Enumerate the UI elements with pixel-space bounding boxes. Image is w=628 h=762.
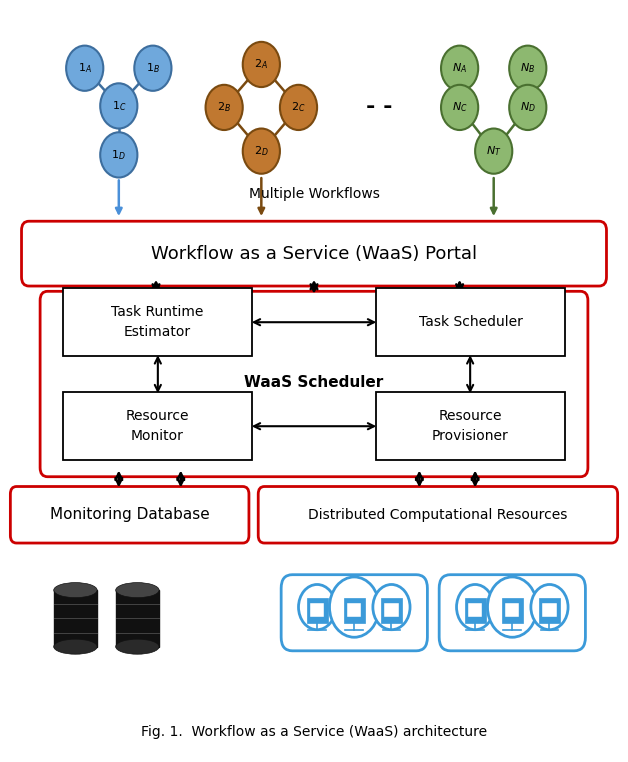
FancyBboxPatch shape [381,597,402,623]
Bar [310,603,324,616]
Text: $1_{D}$: $1_{D}$ [111,148,126,162]
Text: $1_{B}$: $1_{B}$ [146,61,160,75]
FancyBboxPatch shape [439,575,585,651]
Circle shape [280,85,317,130]
Text: $N_{A}$: $N_{A}$ [452,61,467,75]
Circle shape [205,85,243,130]
Circle shape [487,577,537,637]
Text: $N_{T}$: $N_{T}$ [486,144,502,158]
Bar [505,603,519,616]
FancyBboxPatch shape [21,221,607,286]
FancyBboxPatch shape [281,575,428,651]
Text: $1_{C}$: $1_{C}$ [112,99,126,113]
Ellipse shape [116,639,159,655]
Circle shape [243,129,280,174]
Circle shape [441,46,478,91]
FancyBboxPatch shape [376,392,565,460]
FancyBboxPatch shape [539,597,560,623]
FancyBboxPatch shape [11,486,249,543]
FancyBboxPatch shape [306,597,328,623]
FancyBboxPatch shape [502,597,523,623]
FancyBboxPatch shape [63,392,252,460]
Text: Multiple Workflows: Multiple Workflows [249,187,379,201]
Text: Resource
Provisioner: Resource Provisioner [432,409,509,443]
Bar [347,603,362,616]
Text: $N_{B}$: $N_{B}$ [520,61,535,75]
FancyBboxPatch shape [465,597,485,623]
Circle shape [441,85,478,130]
FancyBboxPatch shape [376,288,565,356]
Ellipse shape [116,583,159,597]
Circle shape [100,133,138,178]
Bar [116,590,159,647]
Bar [468,603,482,616]
Bar [54,590,97,647]
Circle shape [66,46,104,91]
Text: Workflow as a Service (WaaS) Portal: Workflow as a Service (WaaS) Portal [151,245,477,263]
Circle shape [330,577,379,637]
FancyBboxPatch shape [258,486,617,543]
Text: Task Runtime
Estimator: Task Runtime Estimator [111,306,203,339]
Text: Fig. 1.  Workflow as a Service (WaaS) architecture: Fig. 1. Workflow as a Service (WaaS) arc… [141,725,487,739]
FancyBboxPatch shape [63,288,252,356]
Circle shape [243,42,280,87]
Text: $2_{B}$: $2_{B}$ [217,101,231,114]
Ellipse shape [54,583,97,597]
Circle shape [475,129,512,174]
Circle shape [531,584,568,629]
Circle shape [373,584,410,629]
Bar [543,603,556,616]
Circle shape [509,85,546,130]
Text: $2_{D}$: $2_{D}$ [254,144,269,158]
Text: $1_{A}$: $1_{A}$ [78,61,92,75]
Text: Distributed Computational Resources: Distributed Computational Resources [308,507,568,522]
Text: $2_{A}$: $2_{A}$ [254,58,268,72]
Circle shape [457,584,494,629]
Circle shape [100,83,138,129]
Text: $N_{C}$: $N_{C}$ [452,101,467,114]
Text: Task Scheduler: Task Scheduler [418,315,522,329]
Text: Monitoring Database: Monitoring Database [50,507,210,522]
Text: Resource
Monitor: Resource Monitor [126,409,189,443]
Text: WaaS Scheduler: WaaS Scheduler [244,375,384,390]
FancyBboxPatch shape [344,597,365,623]
Bar [384,603,399,616]
Circle shape [134,46,171,91]
Text: $2_{C}$: $2_{C}$ [291,101,306,114]
Circle shape [298,584,336,629]
Text: $N_{D}$: $N_{D}$ [520,101,536,114]
FancyBboxPatch shape [40,291,588,477]
Text: - -: - - [366,98,392,117]
Ellipse shape [54,639,97,655]
Circle shape [509,46,546,91]
